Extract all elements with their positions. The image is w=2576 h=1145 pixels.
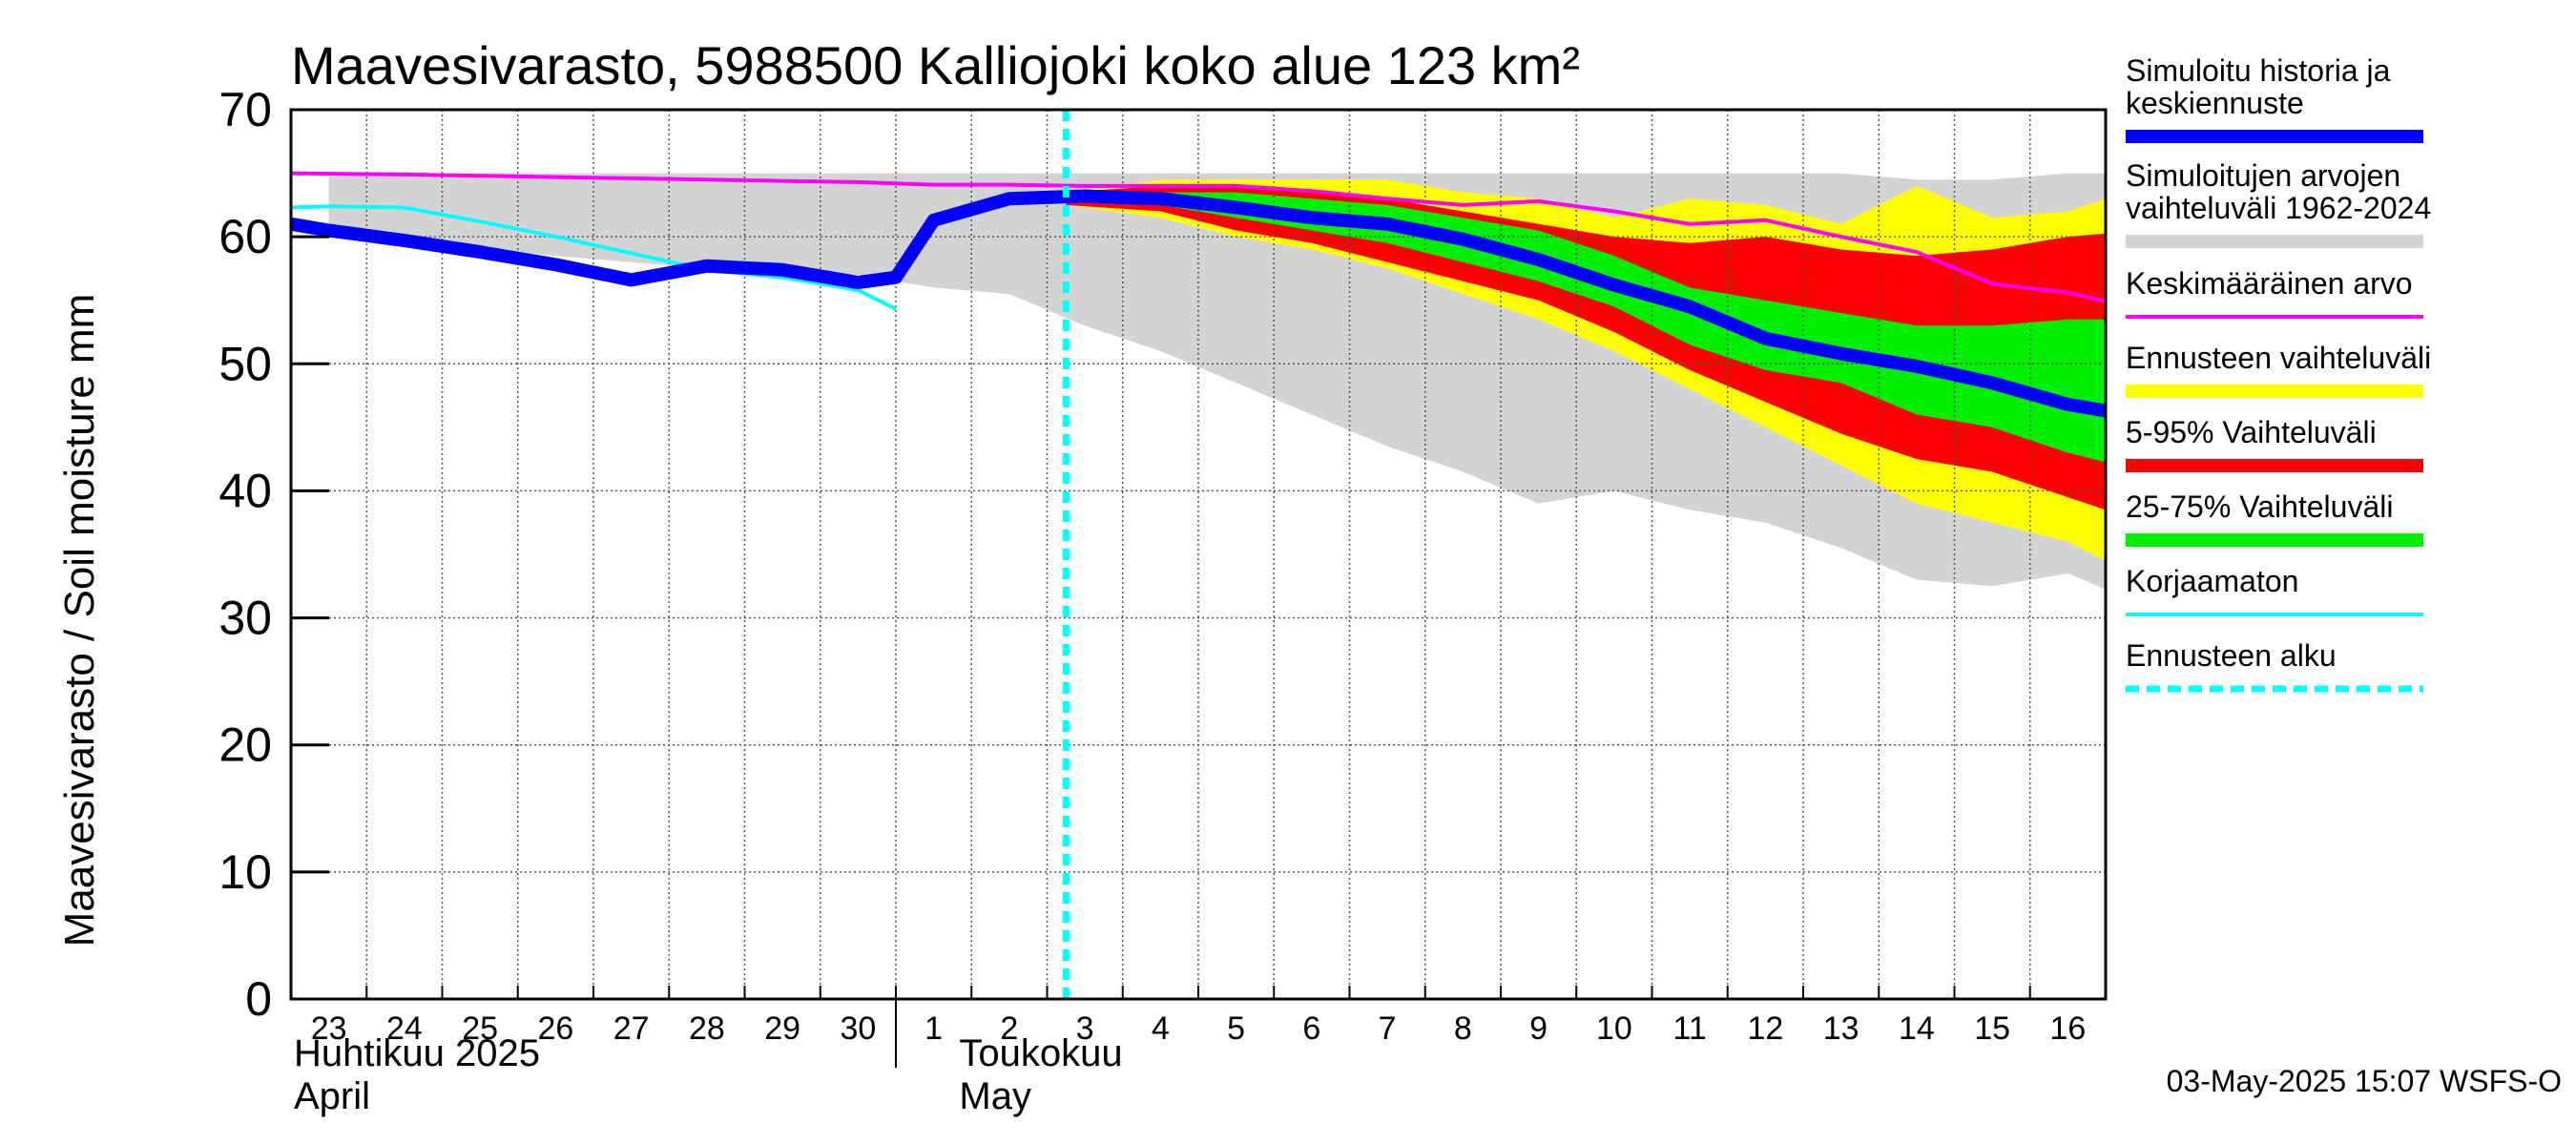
legend: Simuloitu historia jakeskiennusteSimuloi… bbox=[2126, 53, 2431, 693]
x-tick-label-13-20: 13 bbox=[1823, 1010, 1859, 1047]
x-tick-label-29-6: 29 bbox=[764, 1010, 800, 1047]
legend-label-4-1: Ennusteen vaihteluväli bbox=[2126, 341, 2431, 375]
y-tick-label-20: 20 bbox=[218, 718, 272, 772]
month-label-en-1: April bbox=[294, 1075, 370, 1117]
legend-label-3-1: Keskimääräinen arvo bbox=[2126, 266, 2413, 301]
data-layer bbox=[291, 110, 2106, 999]
legend-label-2-2: vaihteluväli 1962-2024 bbox=[2126, 191, 2431, 225]
x-tick-label-14-21: 14 bbox=[1899, 1010, 1935, 1047]
legend-item-7: Korjaamaton bbox=[2126, 564, 2423, 616]
x-tick-label-12-19: 12 bbox=[1747, 1010, 1783, 1047]
legend-label-1-2: keskiennuste bbox=[2126, 86, 2304, 120]
x-tick-label-30-7: 30 bbox=[840, 1010, 876, 1047]
chart-title: Maavesivarasto, 5988500 Kalliojoki koko … bbox=[291, 35, 1580, 95]
x-tick-label-26-3: 26 bbox=[537, 1010, 573, 1047]
x-tick-label-5-12: 5 bbox=[1227, 1010, 1245, 1047]
y-tick-label-40: 40 bbox=[218, 464, 272, 517]
y-axis-label-text: Maavesivarasto / Soil moisture mm bbox=[56, 294, 103, 947]
x-tick-label-15-22: 15 bbox=[1974, 1010, 2010, 1047]
x-tick-label-2-9: 2 bbox=[1000, 1010, 1018, 1047]
legend-item-3: Keskimääräinen arvo bbox=[2126, 266, 2423, 319]
x-tick-label-9-16: 9 bbox=[1529, 1010, 1548, 1047]
legend-item-8: Ennusteen alku bbox=[2126, 638, 2423, 693]
legend-item-5: 5-95% Vaihteluväli bbox=[2126, 415, 2423, 472]
legend-label-6-1: 25-75% Vaihteluväli bbox=[2126, 489, 2393, 524]
legend-label-5-1: 5-95% Vaihteluväli bbox=[2126, 415, 2377, 449]
y-tick-label-30: 30 bbox=[218, 592, 272, 645]
y-axis-label: Maavesivarasto / Soil moisture mm bbox=[56, 294, 103, 947]
x-tick-label-6-13: 6 bbox=[1302, 1010, 1320, 1047]
month-label-2: Toukokuu bbox=[959, 1032, 1122, 1074]
month-label-1: Huhtikuu 2025 bbox=[294, 1032, 540, 1074]
forecast-band-3 bbox=[1066, 192, 2106, 463]
x-tick-label-8-15: 8 bbox=[1454, 1010, 1472, 1047]
x-tick-label-16-23: 16 bbox=[2049, 1010, 2086, 1047]
legend-label-1-1: Simuloitu historia ja bbox=[2126, 53, 2391, 88]
x-tick-label-3-10: 3 bbox=[1076, 1010, 1094, 1047]
y-tick-label-10: 10 bbox=[218, 845, 272, 899]
x-tick-label-23-0: 23 bbox=[311, 1010, 347, 1047]
y-tick-label-0: 0 bbox=[245, 972, 272, 1026]
x-tick-label-10-17: 10 bbox=[1596, 1010, 1632, 1047]
forecast-band-2 bbox=[1066, 185, 2106, 510]
timestamp-label: 03-May-2025 15:07 WSFS-O bbox=[2167, 1064, 2562, 1098]
x-tick-label-28-5: 28 bbox=[689, 1010, 725, 1047]
x-tick-label-11-18: 11 bbox=[1672, 1010, 1706, 1047]
legend-label-2-1: Simuloitujen arvojen bbox=[2126, 158, 2400, 193]
y-tick-label-70: 70 bbox=[218, 83, 272, 136]
x-tick-label-24-1: 24 bbox=[386, 1010, 423, 1047]
y-tick-label-60: 60 bbox=[218, 210, 272, 263]
x-tick-label-27-4: 27 bbox=[613, 1010, 650, 1047]
legend-label-8-1: Ennusteen alku bbox=[2126, 638, 2337, 673]
series-line-2 bbox=[291, 204, 897, 311]
legend-item-4: Ennusteen vaihteluväli bbox=[2126, 341, 2431, 398]
y-tick-label-50: 50 bbox=[218, 337, 272, 390]
series-line-3 bbox=[291, 189, 2106, 418]
series-line-1 bbox=[291, 171, 2106, 304]
x-tick-label-4-11: 4 bbox=[1152, 1010, 1170, 1047]
x-tick-label-25-2: 25 bbox=[462, 1010, 498, 1047]
legend-item-6: 25-75% Vaihteluväli bbox=[2126, 489, 2423, 547]
x-tick-label-7-14: 7 bbox=[1379, 1010, 1397, 1047]
month-label-en-2: May bbox=[959, 1075, 1031, 1117]
x-tick-label-1-8: 1 bbox=[924, 1010, 943, 1047]
legend-label-7-1: Korjaamaton bbox=[2126, 564, 2298, 598]
